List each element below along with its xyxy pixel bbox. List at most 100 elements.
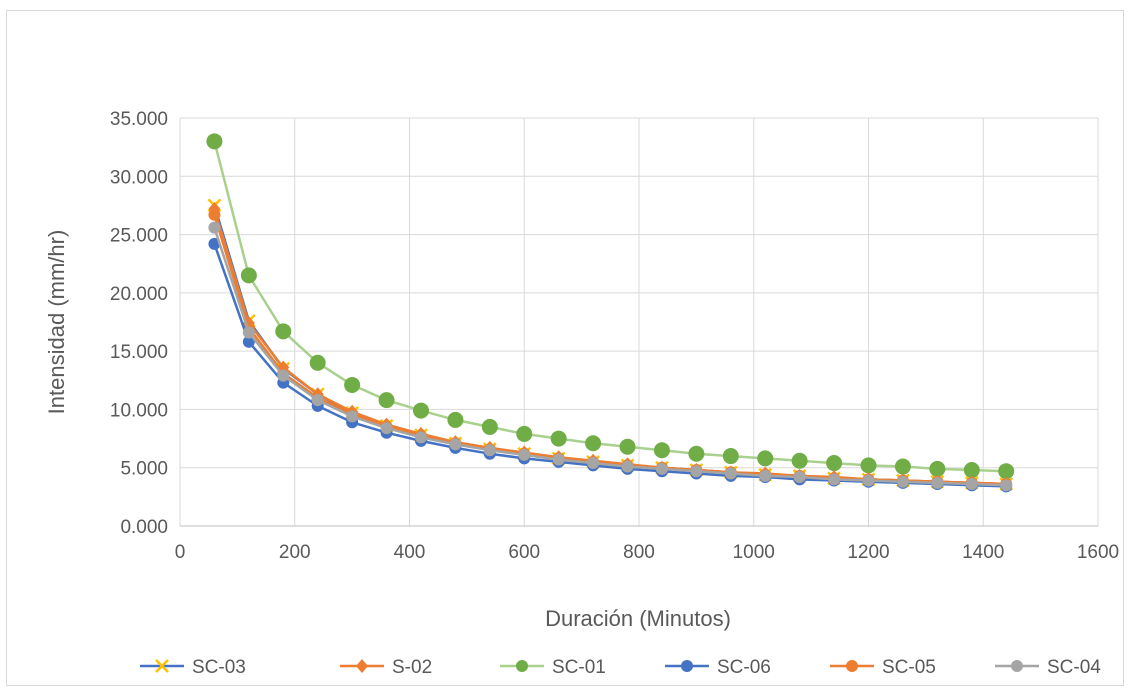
x-tick-label: 1400 [962,542,1004,563]
legend-item-SC-04: SC-04 [995,657,1101,678]
x-tick-label: 1000 [733,542,775,563]
legend-item-S-02: S-02 [340,657,432,678]
circle-marker [449,438,462,451]
circle-marker [240,267,257,284]
circle-marker [208,237,221,250]
series-SC-01 [206,133,1015,480]
x-tick-label: 0 [175,542,186,563]
legend-label: SC-06 [717,657,771,678]
circle-marker [447,411,464,428]
y-tick-label: 15.000 [110,342,168,363]
circle-marker [516,660,528,672]
circle-marker [1011,660,1023,672]
circle-marker [275,323,292,340]
series-line [213,227,1007,487]
circle-marker [759,469,772,482]
series-SC-03 [207,198,1014,491]
axes: 0.000 5.000 10.000 15.000 20.000 25.000 30.000… [110,109,1119,563]
circle-marker [929,460,946,477]
y-tick-label: 10.000 [110,400,168,421]
legend-label: S-02 [392,657,432,678]
circle-marker [242,335,255,348]
circle-marker [965,478,978,491]
y-tick-label: 25.000 [110,226,168,247]
x-tick-label: 800 [623,542,655,563]
diamond-marker [356,659,368,673]
legend-label: SC-01 [552,657,606,678]
circle-marker [208,221,221,234]
x-tick-label: 400 [394,542,426,563]
circle-marker [681,660,693,672]
circle-marker [828,473,841,486]
circle-marker [346,410,359,423]
circle-marker [621,460,634,473]
series-SC-04 [208,221,1013,492]
circle-marker [587,457,600,470]
legend-label: SC-05 [882,657,936,678]
circle-marker [722,448,739,465]
series-line [213,214,1007,486]
legend-label: SC-04 [1047,657,1101,678]
y-tick-label: 20.000 [110,284,168,305]
circle-marker [894,458,911,475]
circle-marker [311,394,324,407]
y-axis-title: Intensidad (mm/hr) [44,230,69,415]
circle-marker [378,392,395,409]
x-tick-label: 600 [508,542,540,563]
series-SC-05 [208,208,1013,491]
legend-item-SC-06: SC-06 [665,657,771,678]
circle-marker [724,467,737,480]
circle-marker [414,431,427,444]
circle-marker [963,462,980,479]
series-line [213,140,1007,473]
legend-item-SC-03: SC-03 [140,657,246,678]
series-S-02 [208,201,1013,492]
series-SC-06 [208,237,1013,493]
circle-marker [931,476,944,489]
legend-item-SC-05: SC-05 [830,657,936,678]
legend: SC-03 S-02 SC-01 SC-06 SC-05 SC-04 [140,657,1101,678]
series-line [213,243,1007,488]
circle-marker [690,465,703,478]
circle-marker [791,452,808,469]
x-tick-label: 1200 [847,542,889,563]
circle-marker [344,376,361,393]
circle-marker [277,369,290,382]
circle-marker [793,471,806,484]
series-layer [206,133,1015,493]
circle-marker [619,438,636,455]
circle-marker [846,660,858,672]
circle-marker [481,418,498,435]
chart-frame [6,10,1124,686]
series-line [213,205,1007,486]
circle-marker [516,425,533,442]
circle-marker [1000,479,1013,492]
legend-item-SC-01: SC-01 [500,657,606,678]
circle-marker [483,444,496,457]
circle-marker [550,430,567,447]
circle-marker [309,354,326,371]
circle-marker [896,475,909,488]
legend-label: SC-03 [192,657,246,678]
circle-marker [206,133,223,150]
circle-marker [518,448,531,461]
circle-marker [552,453,565,466]
circle-marker [998,463,1015,480]
x-marker [155,659,169,673]
circle-marker [380,422,393,435]
circle-marker [653,442,670,459]
circle-marker [208,208,221,221]
circle-marker [242,326,255,339]
circle-marker [585,435,602,452]
y-tick-label: 0.000 [120,517,168,538]
circle-marker [860,457,877,474]
circle-marker [412,402,429,419]
y-tick-label: 30.000 [110,167,168,188]
x-axis-title: Duración (Minutos) [545,606,731,631]
y-tick-label: 35.000 [110,109,168,130]
y-tick-label: 5.000 [120,459,168,480]
circle-marker [655,462,668,475]
circle-marker [826,455,843,472]
circle-marker [757,450,774,467]
